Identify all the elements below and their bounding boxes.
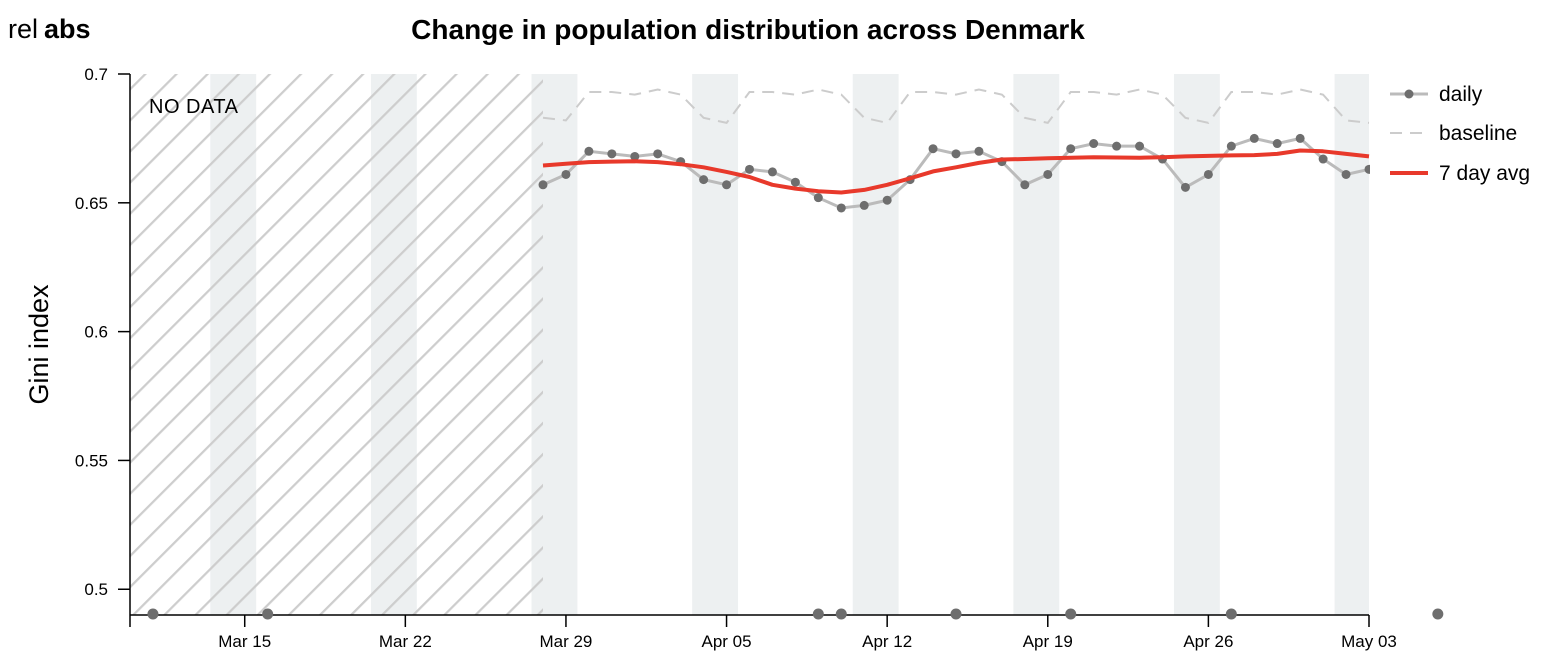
legend[interactable]: daily baseline 7 day avg [1390, 83, 1530, 185]
x-tick-label: Apr 19 [1023, 632, 1073, 651]
daily-point [836, 203, 846, 213]
rel-option[interactable]: rel [8, 14, 39, 44]
daily-point [1089, 139, 1099, 149]
daily-point [561, 169, 571, 179]
x-tick-label: Mar 29 [539, 632, 592, 651]
chart-title: Change in population distribution across… [411, 14, 1085, 45]
daily-point [974, 146, 984, 156]
daily-point [1180, 182, 1190, 192]
axis-marker-point [812, 608, 824, 620]
daily-point [1135, 141, 1145, 151]
daily-point [813, 193, 823, 203]
axis-marker-point [1225, 608, 1237, 620]
daily-point [1020, 180, 1030, 190]
weekend-band-7 [1334, 74, 1369, 615]
axis-marker-point [1065, 608, 1077, 620]
daily-point [1112, 141, 1122, 151]
x-tick-label: Mar 15 [218, 632, 271, 651]
daily-point [859, 200, 869, 210]
y-tick-label: 0.7 [84, 65, 108, 84]
y-tick-label: 0.5 [84, 580, 108, 599]
axis-marker-point [1432, 608, 1444, 620]
rel-abs-toggle[interactable]: rel abs [8, 14, 91, 45]
x-tick-label: Apr 26 [1183, 632, 1233, 651]
weekend-band-3 [692, 74, 739, 615]
daily-point [538, 180, 548, 190]
legend-entry[interactable]: daily [1439, 83, 1483, 106]
axis-marker-point [147, 608, 159, 620]
legend-daily-dot [1404, 89, 1414, 99]
avg-line [542, 148, 1370, 195]
daily-point [630, 151, 640, 161]
daily-point [1203, 169, 1213, 179]
daily-point [1318, 154, 1328, 164]
daily-line [542, 136, 1370, 210]
daily-point [1272, 139, 1282, 149]
x-tick-label: Apr 05 [702, 632, 752, 651]
daily-point [1226, 141, 1236, 151]
x-tick-label: Mar 22 [379, 632, 432, 651]
daily-point [767, 167, 777, 177]
y-tick-label: 0.65 [75, 194, 108, 213]
weekend-band-5 [1013, 74, 1060, 615]
x-tick-label: Apr 12 [862, 632, 912, 651]
y-tick-label: 0.55 [75, 451, 108, 470]
y-tick-label: 0.6 [84, 323, 108, 342]
daily-point [882, 195, 892, 205]
no-data-region [130, 74, 543, 615]
series-layer [538, 88, 1370, 213]
y-axis-label: Gini index [24, 284, 54, 405]
daily-point [1066, 144, 1076, 154]
abs-option[interactable]: abs [44, 14, 91, 44]
no-data-label: NO DATA [149, 96, 239, 118]
axes: 0.5 0.55 0.6 0.65 0.7 Mar 15 Mar 22 Mar 29 Apr 0… [75, 65, 1397, 651]
daily-point [745, 164, 754, 174]
daily-point [653, 149, 663, 159]
legend-entry[interactable]: 7 day avg [1439, 162, 1530, 185]
daily-point [1364, 164, 1370, 174]
daily-point [928, 144, 938, 154]
x-tick-label: May 03 [1341, 632, 1397, 651]
axis-marker-point [262, 608, 274, 620]
weekend-band-6 [1173, 74, 1220, 615]
daily-point [699, 175, 709, 185]
daily-point [1043, 169, 1053, 179]
baseline-line [542, 88, 1370, 125]
daily-point [607, 149, 617, 159]
daily-point [1341, 169, 1351, 179]
legend-entry[interactable]: baseline [1439, 122, 1517, 145]
daily-point [1249, 133, 1259, 143]
daily-point [951, 149, 961, 159]
weekend-band-4 [852, 74, 899, 615]
zero-axis-markers [147, 608, 1444, 620]
daily-point [584, 146, 594, 156]
daily-point [722, 180, 732, 190]
daily-point [790, 177, 800, 187]
axis-marker-point [950, 608, 962, 620]
axis-marker-point [835, 608, 847, 620]
daily-point [1295, 133, 1305, 143]
